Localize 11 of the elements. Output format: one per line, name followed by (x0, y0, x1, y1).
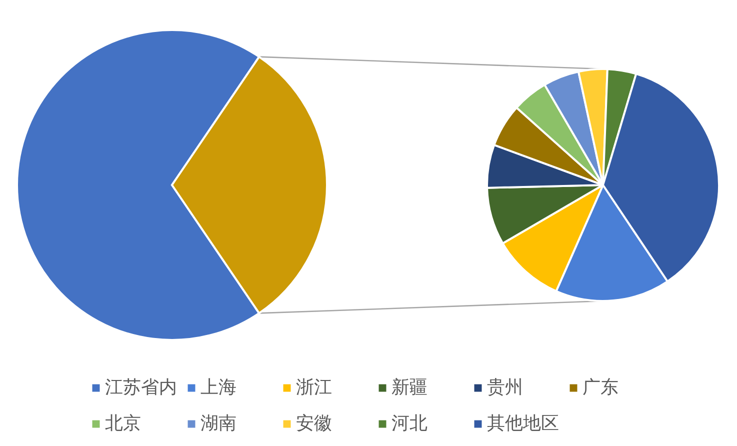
legend-label: 其他地区 (487, 413, 559, 434)
legend-label: 广东 (582, 377, 618, 398)
legend-label: 上海 (200, 377, 236, 398)
legend-label: 湖南 (200, 413, 236, 434)
legend-label: 北京 (105, 413, 141, 434)
legend-label: 浙江 (296, 377, 332, 398)
legend-label: 河北 (392, 413, 428, 434)
legend-label: 安徽 (296, 413, 332, 434)
legend-label: 江苏省内 (105, 377, 177, 398)
legend-label: 新疆 (392, 377, 428, 398)
legend-label: 贵州 (487, 377, 523, 398)
